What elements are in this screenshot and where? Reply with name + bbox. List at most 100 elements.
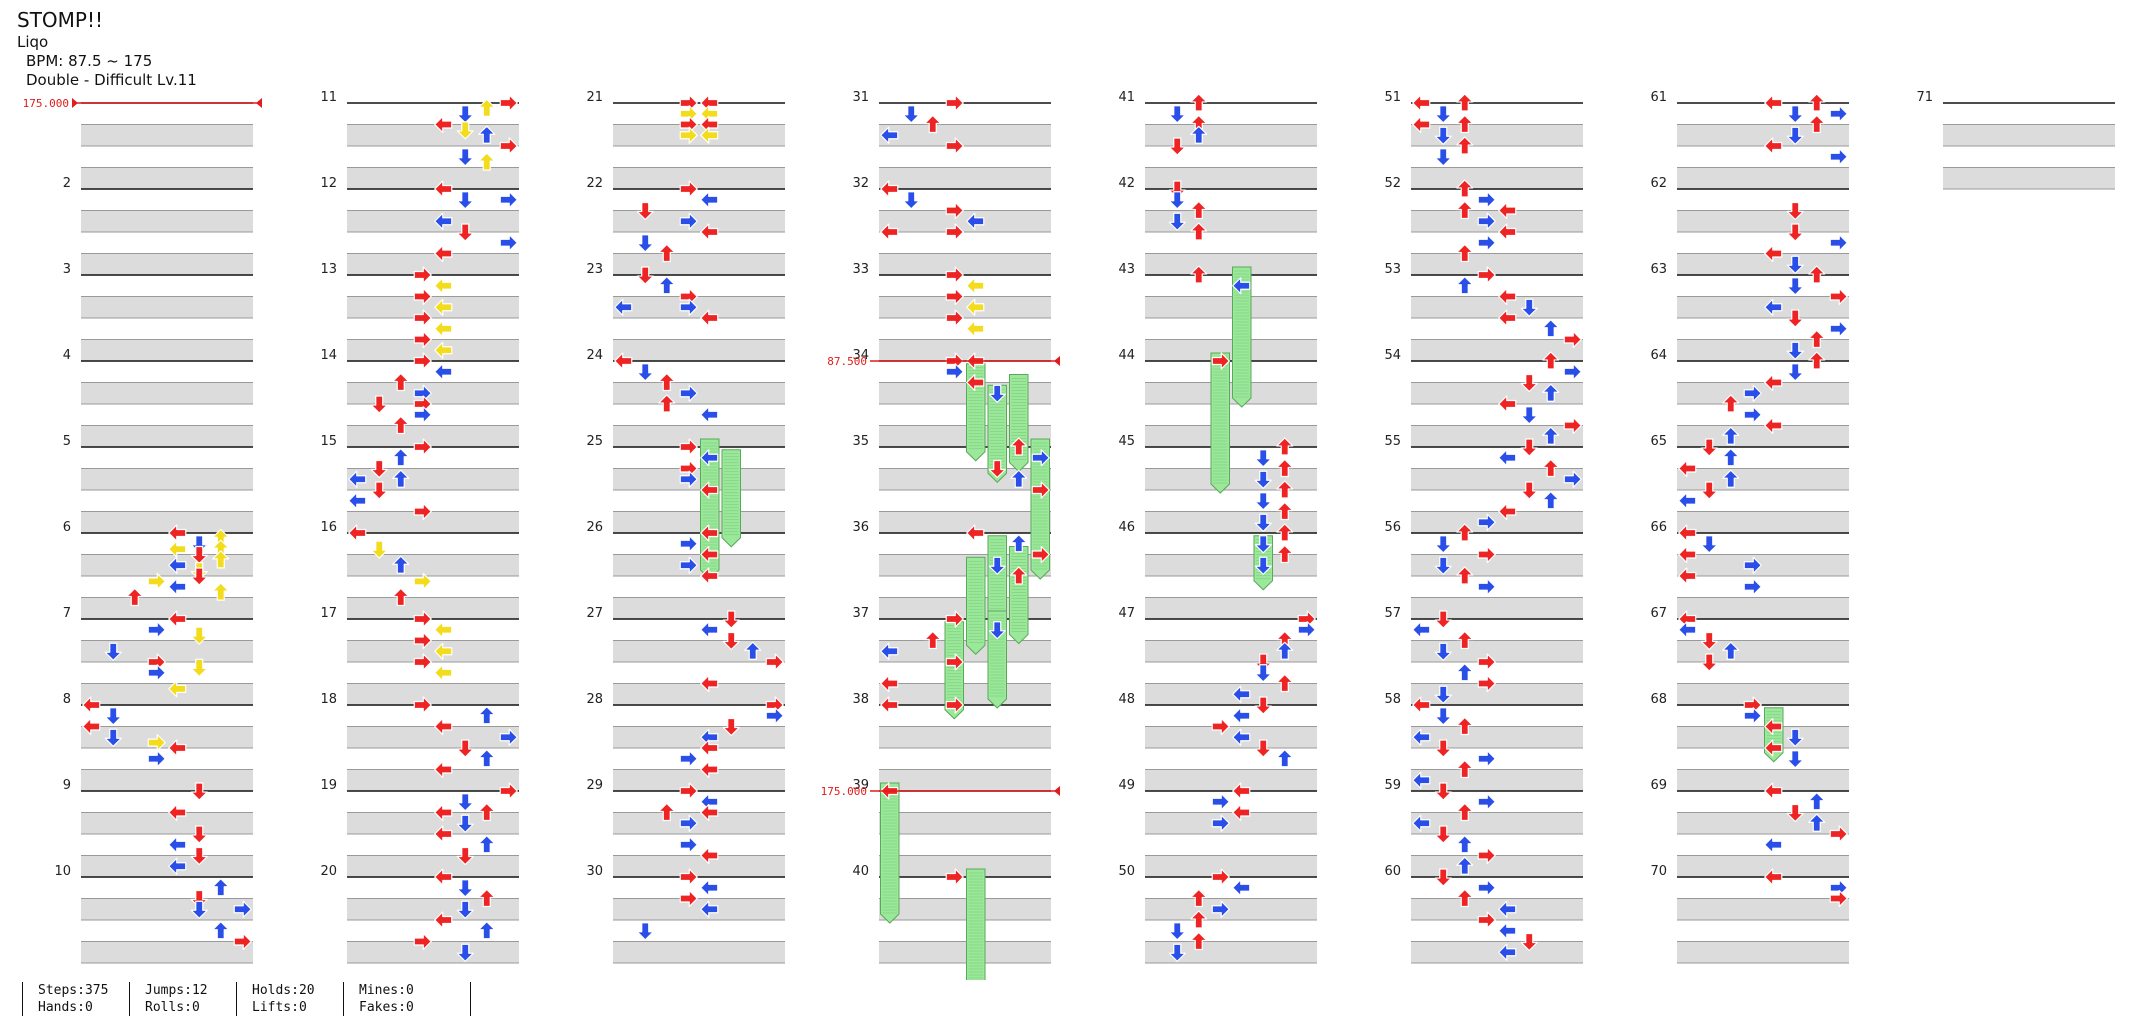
- step-arrow: [1232, 685, 1251, 703]
- measure-13: [347, 274, 519, 362]
- step-arrow: [190, 626, 208, 645]
- step-arrow: [1498, 922, 1517, 940]
- step-arrow: [434, 760, 453, 779]
- step-arrow: [1456, 759, 1474, 779]
- beat-band: [613, 296, 785, 318]
- step-arrow: [658, 802, 676, 822]
- measure-number: 70: [1650, 864, 1667, 879]
- step-arrow: [456, 121, 474, 140]
- measure-47: [1145, 618, 1317, 706]
- step-arrow: [1232, 707, 1251, 725]
- step-arrow: [902, 191, 920, 210]
- step-arrow: [945, 266, 964, 284]
- step-arrow: [700, 406, 719, 424]
- step-arrow: [434, 244, 453, 263]
- step-arrow: [722, 610, 740, 629]
- beat-band: [879, 812, 1051, 834]
- beat-band: [81, 425, 253, 447]
- stat-line: Fakes:0: [359, 1000, 414, 1015]
- step-arrow: [1743, 406, 1762, 424]
- measure-40: [879, 876, 1051, 964]
- measure-43: [1145, 274, 1317, 362]
- step-arrow: [392, 587, 410, 607]
- step-arrow: [1232, 277, 1251, 295]
- beat-band: [81, 511, 253, 533]
- step-arrow: [1808, 792, 1826, 811]
- step-arrow: [1722, 469, 1740, 488]
- step-arrow: [1211, 793, 1230, 811]
- difficulty-label: Double - Difficult Lv.11: [26, 70, 197, 89]
- measure-16: [347, 532, 519, 620]
- beat-band: [1145, 769, 1317, 791]
- step-arrow: [168, 836, 187, 854]
- hold-note: [1009, 374, 1029, 473]
- measure-57: [1411, 618, 1583, 706]
- step-arrow: [1276, 544, 1294, 564]
- step-arrow: [499, 782, 518, 800]
- song-header: STOMP!! Liqo BPM: 87.5 ~ 175 Double - Di…: [17, 8, 197, 89]
- step-arrow: [1232, 803, 1251, 822]
- step-arrow: [679, 836, 698, 854]
- step-arrow: [434, 180, 453, 198]
- step-arrow: [1786, 363, 1804, 382]
- step-arrow: [988, 459, 1006, 479]
- step-arrow: [1456, 663, 1474, 682]
- beat-band: [879, 511, 1051, 533]
- step-arrow: [1764, 94, 1783, 112]
- measure-number: 8: [63, 692, 71, 707]
- beat-band: [1411, 511, 1583, 533]
- step-arrow: [1456, 136, 1474, 155]
- measure-65: [1677, 446, 1849, 534]
- beat-band: [1411, 683, 1583, 705]
- measure-39: [879, 790, 1051, 878]
- beat-band: [81, 640, 253, 662]
- measure-4: [81, 360, 253, 448]
- step-arrow: [1456, 276, 1474, 295]
- measure-11: [347, 102, 519, 190]
- step-arrow: [1808, 813, 1826, 832]
- step-arrow: [1498, 900, 1517, 918]
- bpm-tick: [1054, 786, 1060, 796]
- step-arrow: [1743, 578, 1762, 596]
- step-arrow: [1456, 179, 1474, 198]
- measure-23: [613, 274, 785, 362]
- measure-38: [879, 704, 1051, 792]
- beat-band: [613, 683, 785, 705]
- beat-band: [347, 511, 519, 533]
- step-arrow: [658, 276, 676, 295]
- step-arrow: [1434, 556, 1452, 575]
- measure-number: 19: [320, 778, 337, 793]
- measure-number: 49: [1118, 778, 1135, 793]
- step-arrow: [988, 556, 1006, 575]
- step-arrow: [1477, 545, 1496, 564]
- beat-band: [613, 597, 785, 619]
- measure-number: 2: [63, 176, 71, 191]
- step-arrow: [413, 653, 432, 671]
- beat-band: [613, 382, 785, 404]
- step-arrow: [1254, 470, 1272, 489]
- beat-band: [613, 210, 785, 232]
- step-arrow: [456, 793, 474, 812]
- step-arrow: [478, 802, 496, 822]
- step-arrow: [434, 911, 453, 929]
- step-arrow: [413, 610, 432, 628]
- step-arrow: [1808, 351, 1826, 370]
- measure-number: 23: [586, 262, 603, 277]
- step-arrow: [82, 717, 101, 736]
- step-arrow: [1434, 685, 1452, 704]
- beat-band: [1145, 382, 1317, 404]
- step-arrow: [765, 707, 784, 725]
- step-arrow: [700, 223, 719, 241]
- step-arrow: [1276, 641, 1294, 660]
- step-arrow: [1542, 319, 1560, 338]
- step-arrow: [413, 287, 432, 306]
- step-arrow: [392, 448, 410, 467]
- step-arrow: [679, 868, 698, 886]
- step-arrow: [700, 846, 719, 865]
- step-arrow: [722, 717, 740, 737]
- step-arrow: [1276, 749, 1294, 768]
- step-arrow: [168, 680, 187, 698]
- measure-number: 44: [1118, 348, 1135, 363]
- beat-band: [1943, 124, 2115, 146]
- step-arrow: [147, 750, 166, 768]
